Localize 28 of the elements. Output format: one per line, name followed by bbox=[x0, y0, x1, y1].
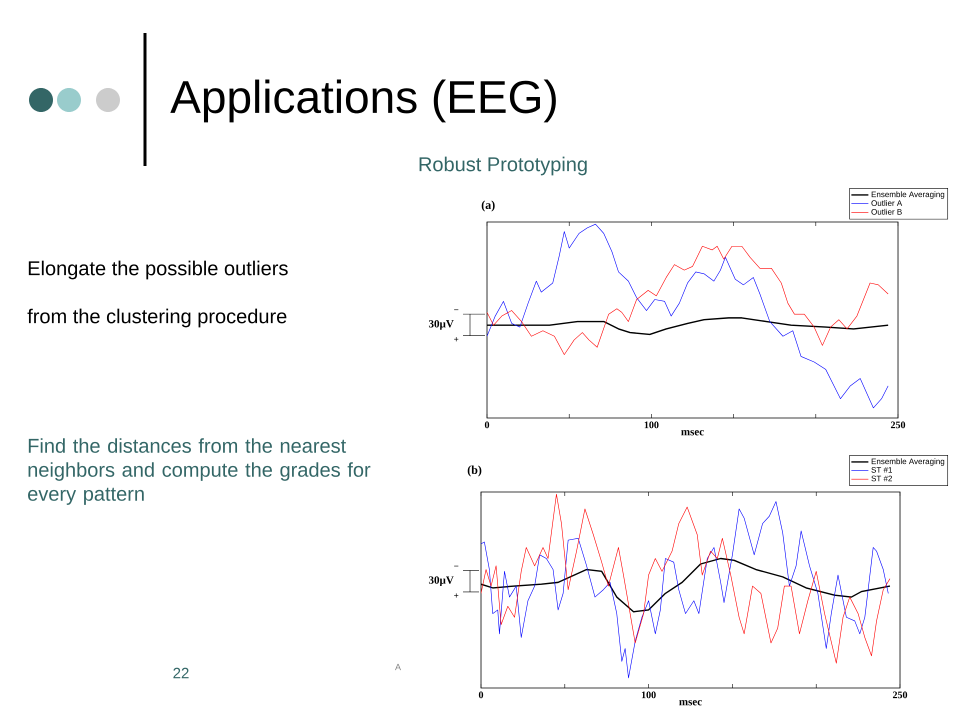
x-tick-label: 250 bbox=[892, 692, 908, 698]
x-axis-title: msec bbox=[679, 700, 702, 706]
text: 30µV bbox=[428, 576, 454, 586]
chart-title: (a) bbox=[482, 200, 495, 212]
text: Elongate the possible outliers bbox=[28, 260, 288, 280]
legend-label: Ensemble Averaging bbox=[872, 458, 944, 466]
text: Robust Prototyping bbox=[420, 156, 587, 176]
text: Applications (EEG) bbox=[170, 80, 556, 122]
text: 30µV bbox=[428, 320, 454, 330]
text: Find the distances from the nearest neighbors and compute the grades for every pattern bbox=[28, 438, 370, 505]
x-tick-label: 0 bbox=[484, 422, 490, 428]
legend-label: ST #2 bbox=[871, 476, 892, 482]
text: + bbox=[454, 337, 458, 342]
text: from the clustering procedure bbox=[27, 308, 286, 328]
legend-label: ST #1 bbox=[871, 467, 892, 473]
chart-title: (b) bbox=[468, 466, 482, 476]
legend-label: Outlier B bbox=[871, 208, 902, 215]
text: A bbox=[395, 664, 401, 670]
x-tick-label: 100 bbox=[644, 422, 659, 428]
x-tick-label: 250 bbox=[890, 422, 906, 428]
text: − bbox=[454, 309, 458, 310]
x-tick-label: 0 bbox=[478, 692, 484, 698]
text: 22 bbox=[173, 668, 189, 678]
legend-label: Ensemble Averaging bbox=[872, 191, 944, 199]
x-tick-label: 100 bbox=[642, 692, 656, 698]
legend-label: Outlier A bbox=[871, 200, 902, 206]
text: + bbox=[454, 593, 458, 598]
x-axis-title: msec bbox=[681, 430, 704, 436]
